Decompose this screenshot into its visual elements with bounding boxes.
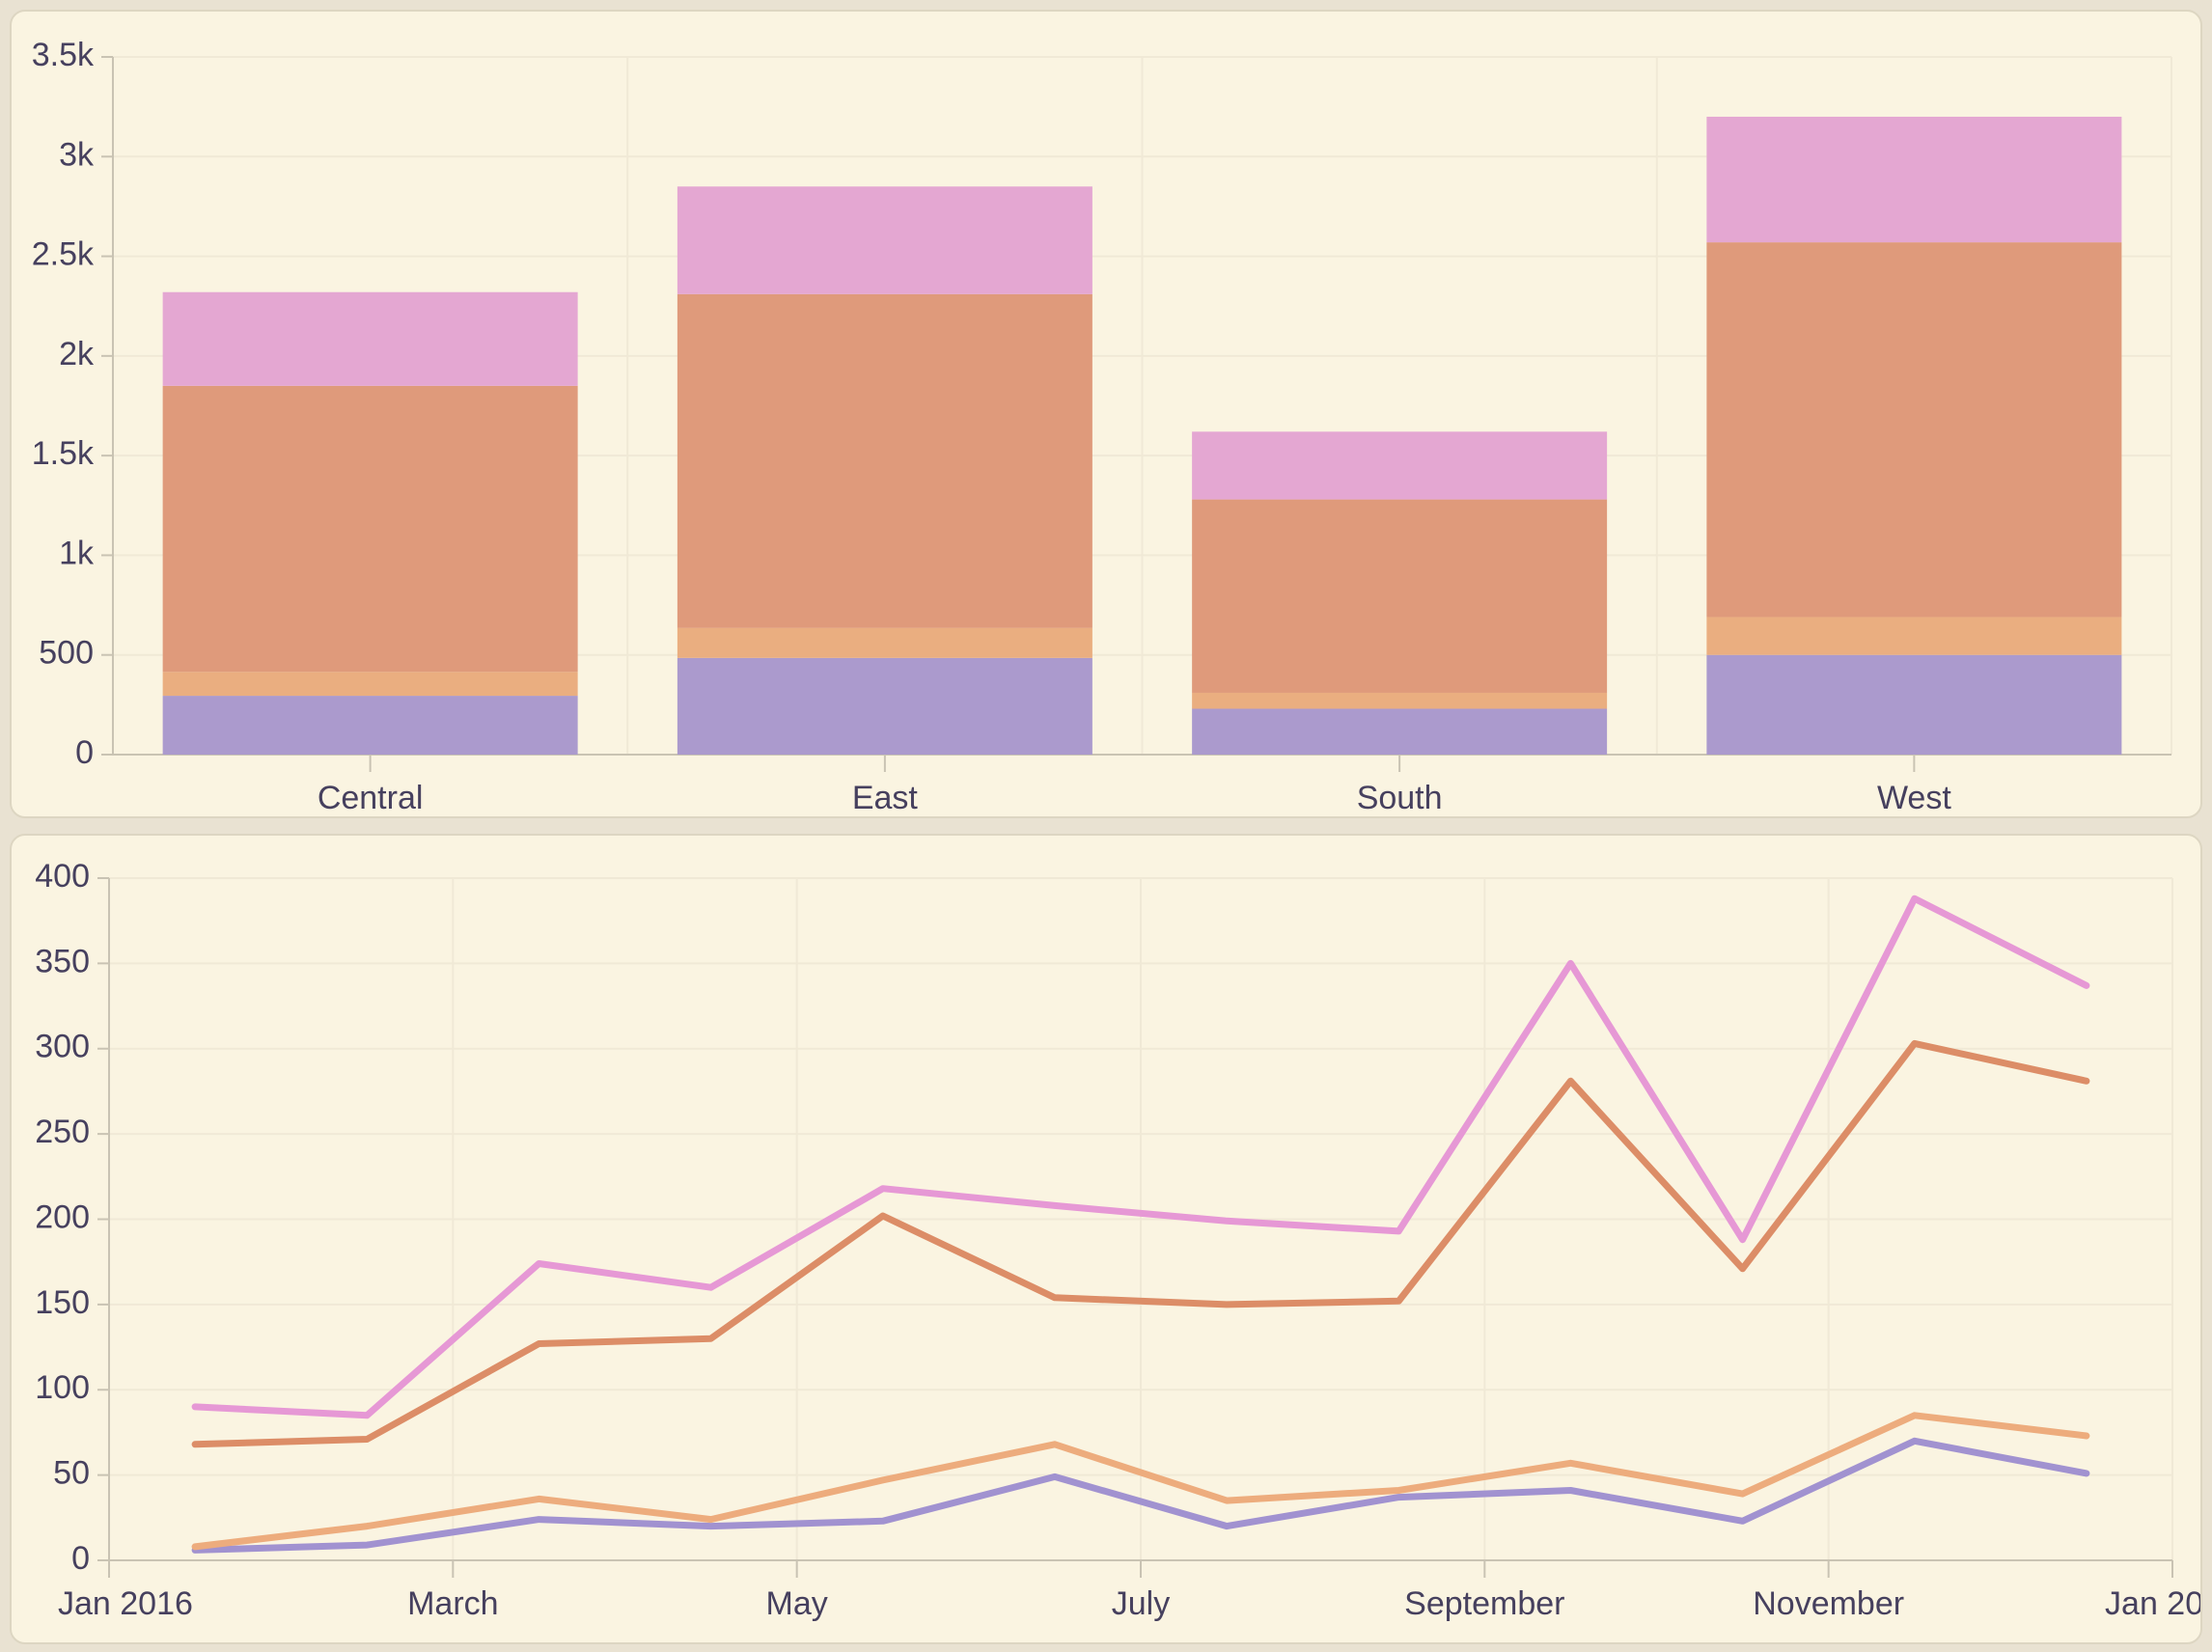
bar-segment-east-series-4-pink[interactable] xyxy=(677,186,1092,294)
x-axis-label: July xyxy=(1112,1585,1170,1622)
x-axis-label: Central xyxy=(318,780,424,816)
y-axis-label: 250 xyxy=(35,1114,90,1150)
x-axis-label: May xyxy=(766,1585,828,1622)
x-axis-label: September xyxy=(1404,1585,1564,1622)
line-chart: 0 50 100 150 200 250 300 350 400 Jan 2016 March May… xyxy=(35,858,2200,1622)
bar-segment-south-series-3-salmon[interactable] xyxy=(1192,499,1608,693)
bar-segment-central-series-1-purple[interactable] xyxy=(162,696,578,755)
y-axis-label: 300 xyxy=(35,1029,90,1065)
bar-segment-east-series-2-tan[interactable] xyxy=(677,627,1092,658)
y-axis-label: 0 xyxy=(71,1540,90,1577)
line-chart-card: 0 50 100 150 200 250 300 350 400 Jan 2016 March May… xyxy=(10,834,2202,1644)
bar-segment-central-series-4-pink[interactable] xyxy=(162,291,578,386)
bar-segment-central-series-2-tan[interactable] xyxy=(162,672,578,697)
x-axis-label: Jan 2017 xyxy=(2105,1585,2200,1622)
y-axis-label: 400 xyxy=(35,858,90,895)
y-axis-label: 50 xyxy=(53,1455,90,1492)
y-axis-label: 150 xyxy=(35,1284,90,1321)
y-axis-label: 200 xyxy=(35,1198,90,1235)
bar-segment-west-series-1-purple[interactable] xyxy=(1706,654,2122,755)
line-series-series-1-purple[interactable] xyxy=(191,1437,2090,1554)
x-axis-label: West xyxy=(1877,780,1951,816)
line-series-series-3-coral[interactable] xyxy=(191,1039,2090,1448)
stacked-bar-chart-card: 0 500 1k 1.5k 2k 2.5k 3k 3.5k Central East South We… xyxy=(10,10,2202,818)
bar-segment-south-series-2-tan[interactable] xyxy=(1192,692,1608,709)
bar-segment-east-series-3-salmon[interactable] xyxy=(677,293,1092,628)
y-axis-label: 100 xyxy=(35,1369,90,1406)
y-axis-label: 3k xyxy=(59,136,95,173)
y-axis-label: 1.5k xyxy=(32,435,95,472)
x-axis-label: East xyxy=(852,780,919,816)
bar-segment-west-series-2-tan[interactable] xyxy=(1706,617,2122,655)
y-axis-label: 1k xyxy=(59,535,95,571)
line-series-series-4-violet[interactable] xyxy=(191,895,2090,1419)
y-axis-label: 350 xyxy=(35,943,90,979)
bar-segment-south-series-4-pink[interactable] xyxy=(1192,431,1608,500)
x-axis-label: November xyxy=(1753,1585,1904,1622)
x-axis-label: March xyxy=(407,1585,498,1622)
bar-segment-south-series-1-purple[interactable] xyxy=(1192,708,1608,755)
y-axis-label: 2k xyxy=(59,336,95,372)
bar-segment-west-series-4-pink[interactable] xyxy=(1706,116,2122,243)
stacked-bar-chart: 0 500 1k 1.5k 2k 2.5k 3k 3.5k Central East South We… xyxy=(32,37,2172,816)
bar-segment-west-series-3-salmon[interactable] xyxy=(1706,242,2122,618)
x-axis-label: Jan 2016 xyxy=(58,1585,193,1622)
bar-segment-east-series-1-purple[interactable] xyxy=(677,657,1092,755)
y-axis-label: 500 xyxy=(39,635,94,672)
y-axis-label: 0 xyxy=(75,734,94,771)
y-axis-label: 2.5k xyxy=(32,236,95,273)
x-axis-label: South xyxy=(1357,780,1443,816)
bar-segment-central-series-3-salmon[interactable] xyxy=(162,385,578,673)
line-series-series-2-tan[interactable] xyxy=(191,1412,2090,1551)
y-axis-label: 3.5k xyxy=(32,37,95,73)
